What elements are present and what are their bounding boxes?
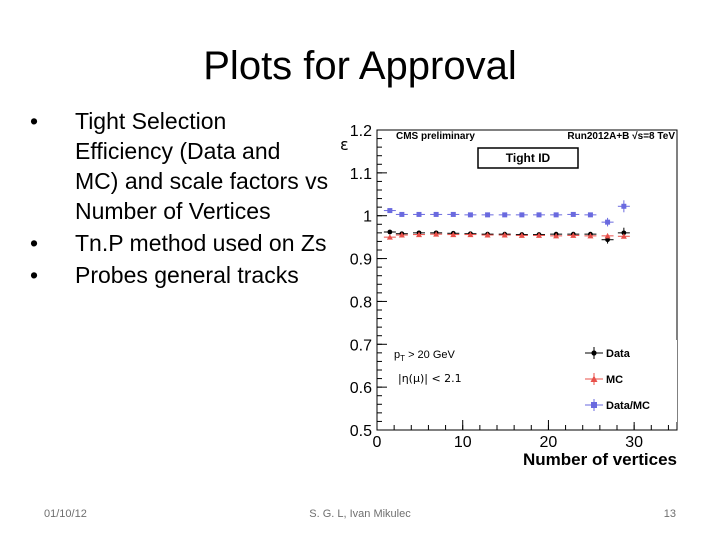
- eta-cut-label: |η(μ)| < 2.1: [398, 372, 462, 385]
- mc-point: [518, 232, 525, 238]
- mc-point: [398, 232, 405, 238]
- x-axis-label: Number of vertices: [523, 450, 677, 469]
- y-tick-label: 1.2: [350, 123, 372, 140]
- ratio-point: [433, 211, 439, 217]
- ratio-point: [399, 211, 405, 217]
- bullet-item: • Tight Selection Efficiency (Data and MC…: [30, 108, 329, 224]
- ratio-point: [519, 212, 525, 218]
- ratio-point: [416, 211, 422, 217]
- mc-point: [620, 233, 627, 239]
- ratio-point: [587, 212, 593, 218]
- legend-marker-mc: [590, 375, 598, 382]
- footer-author: S. G. L, Ivan Mikulec: [309, 508, 411, 520]
- pt-symbol: p: [394, 349, 400, 361]
- pt-cut-label: pT > 20 GeV: [394, 349, 456, 363]
- data-point: [621, 230, 627, 236]
- ratio-point: [605, 219, 611, 225]
- ratio-point: [536, 212, 542, 218]
- bullet-text: Tn.P method used on Zs: [75, 230, 327, 256]
- footer-page-number: 13: [663, 508, 676, 520]
- y-tick-label: 0.5: [350, 423, 372, 440]
- mc-point: [416, 231, 422, 238]
- mc-point: [587, 232, 594, 239]
- bullet-item: • Tn.P method used on Zs: [30, 230, 327, 256]
- legend-label: Data/MC: [606, 400, 650, 412]
- footer-date: 01/10/12: [44, 508, 87, 520]
- ratio-point: [387, 208, 393, 214]
- ratio-point: [621, 203, 627, 209]
- data-point: [605, 237, 610, 243]
- y-tick-label: 0.8: [350, 294, 372, 311]
- mc-point: [433, 231, 440, 237]
- y-tick-label: 0.9: [350, 252, 372, 269]
- data-point: [387, 229, 393, 235]
- run-energy-label: Run2012A+B √s=8 TeV: [567, 131, 675, 142]
- legend-label: Data: [606, 348, 631, 360]
- efficiency-chart: 0.5 0.6 0.7 0.8 0.9 1 1.1 1.2 0 10 20 30 ε Number of …: [340, 123, 678, 469]
- ratio-point: [467, 212, 473, 218]
- bullet-text: Probes general tracks: [75, 262, 299, 288]
- mc-point: [570, 232, 577, 238]
- mc-point: [484, 232, 491, 238]
- legend-label: MC: [606, 374, 623, 386]
- ratio-point: [450, 211, 456, 217]
- y-tick-label: 1: [363, 209, 372, 226]
- mc-point: [501, 232, 508, 238]
- bullet-item: • Probes general tracks: [30, 262, 299, 288]
- mc-point: [450, 231, 457, 238]
- legend-marker-data: [591, 350, 597, 356]
- mc-point: [386, 234, 393, 240]
- x-tick-label: 20: [540, 434, 558, 451]
- ratio-point: [553, 212, 559, 218]
- plot-frame: [376, 129, 678, 431]
- pt-subscript: T: [400, 354, 405, 363]
- x-tick-label: 10: [454, 434, 472, 451]
- pt-threshold: > 20 GeV: [405, 349, 456, 361]
- bullet-text: Tight Selection Efficiency (Data and MC)…: [75, 108, 329, 224]
- mc-point: [553, 232, 560, 239]
- ratio-point: [570, 211, 576, 217]
- mc-point: [536, 232, 542, 238]
- mc-point: [467, 231, 474, 238]
- tight-id-box: [477, 147, 579, 169]
- legend-marker-ratio: [591, 402, 597, 408]
- ratio-point: [502, 212, 508, 218]
- mc-point: [604, 232, 611, 239]
- y-tick-label: 1.1: [350, 166, 372, 183]
- cms-preliminary-label: CMS preliminary: [396, 131, 475, 142]
- y-axis-label: ε: [340, 135, 349, 154]
- y-tick-label: 0.6: [350, 380, 372, 397]
- bullet-list: • Tight Selection Efficiency (Data and MC…: [30, 106, 330, 292]
- y-tick-label: 0.7: [350, 337, 372, 354]
- ratio-point: [485, 212, 491, 218]
- x-tick-label: 0: [373, 434, 382, 451]
- slide-title: Plots for Approval: [203, 44, 517, 88]
- x-tick-label: 30: [625, 434, 643, 451]
- tight-id-label: Tight ID: [506, 151, 551, 165]
